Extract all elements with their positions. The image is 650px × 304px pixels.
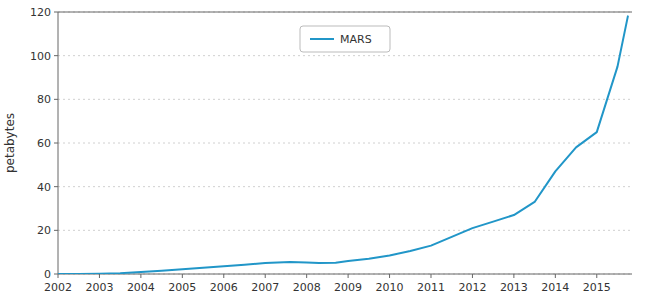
x-tick-label: 2002 [44,281,72,294]
top-frame-line [58,12,632,13]
y-tick [54,274,58,275]
legend-box [300,26,390,52]
x-tick-label: 2004 [127,281,155,294]
x-tick [348,274,349,278]
x-tick-label: 2014 [541,281,569,294]
y-axis-label: petabytes [3,113,17,173]
x-tick [306,274,307,278]
x-tick [472,274,473,278]
axes: 0 20 40 60 80 100 120 2002 2003 2004 2005 2006 2007 2… [30,6,632,294]
y-tick [54,143,58,144]
line [58,16,628,274]
x-tick [182,274,183,278]
x-axis-line [58,274,632,275]
x-tick-label: 2007 [251,281,279,294]
x-tick [58,274,59,278]
grid-line [58,143,632,144]
x-tick-label: 2013 [500,281,528,294]
x-tick-label: 2005 [168,281,196,294]
x-tick [99,274,100,278]
chart-svg: 0 20 40 60 80 100 120 2002 2003 2004 2005 2006 2007 2… [0,0,650,304]
y-tick-label: 20 [37,224,51,237]
grid-line [58,55,632,56]
grid-line [58,230,632,231]
x-tick [596,274,597,278]
x-tick-label: 2003 [85,281,113,294]
y-tick [54,55,58,56]
x-tick [555,274,556,278]
x-tick [265,274,266,278]
x-tick-label: 2008 [293,281,321,294]
x-tick-label: 2011 [417,281,445,294]
x-tick [513,274,514,278]
grid [58,12,632,274]
x-tick [140,274,141,278]
grid-line [58,274,632,275]
x-tick-label: 2009 [334,281,362,294]
x-tick-label: 2010 [376,281,404,294]
plot-area [58,16,628,274]
y-tick [54,99,58,100]
x-tick-label: 2006 [210,281,238,294]
y-tick [54,12,58,13]
grid-line [58,12,632,13]
x-tick [430,274,431,278]
y-tick [54,230,58,231]
y-axis-line [58,12,59,274]
legend-label: MARS [340,33,372,46]
y-tick-label: 120 [30,6,51,19]
x-tick-label: 2012 [458,281,486,294]
grid-line [58,99,632,100]
x-tick-label: 2015 [583,281,611,294]
x-tick [223,274,224,278]
legend: MARS [300,26,390,52]
legend-swatch [310,38,334,40]
y-tick-label: 60 [37,137,51,150]
y-tick [54,186,58,187]
y-tick-label: 100 [30,50,51,63]
y-tick-label: 80 [37,93,51,106]
chart-container: 0 20 40 60 80 100 120 2002 2003 2004 2005 2006 2007 2… [0,0,650,304]
y-tick-label: 0 [44,268,51,281]
y-tick-label: 40 [37,181,51,194]
x-tick [389,274,390,278]
